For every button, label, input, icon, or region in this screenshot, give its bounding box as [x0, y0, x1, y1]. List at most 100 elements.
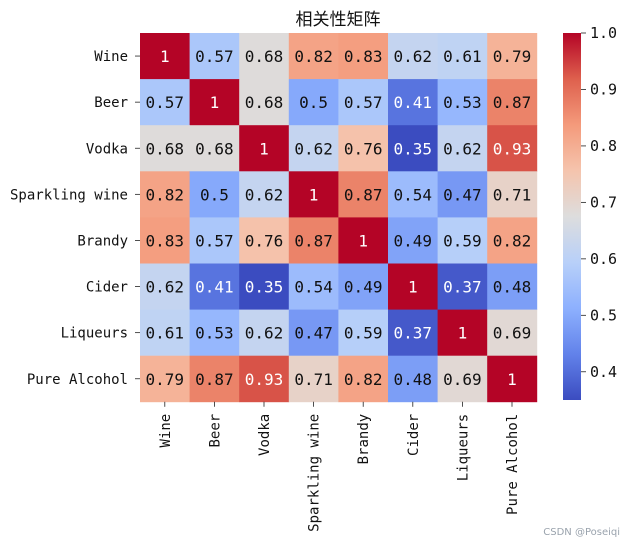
cell-value-label-2-7: 0.93: [493, 139, 532, 158]
heatmap-cell-3-3: [288, 171, 339, 218]
heatmap-cell-3-7: [487, 171, 538, 218]
heatmap-cell-7-0: [140, 355, 190, 403]
column-label: Cider: [406, 414, 422, 456]
cell-value-label-7-4: 0.82: [344, 370, 383, 389]
cell-value-label-4-6: 0.59: [443, 231, 482, 250]
cell-value-label-1-5: 0.41: [394, 93, 433, 112]
cell-value-label-2-4: 0.76: [344, 139, 383, 158]
heatmap-cell-7-4: [338, 355, 389, 403]
cell-value-label-0-3: 0.82: [294, 47, 333, 66]
column-labels: Wine Beer Vodka Sparkling wine Brandy Cider Li…: [158, 401, 521, 532]
cell-value-label-3-3: 1: [309, 185, 319, 204]
cell-value-label-7-2: 0.93: [245, 370, 284, 389]
colorbar-tick-label: 0.4: [590, 363, 617, 381]
cell-value-label-0-1: 0.57: [195, 47, 234, 66]
heatmap-cell-3-5: [388, 171, 438, 218]
colorbar-tick-label: 1.0: [590, 24, 617, 42]
row-label: Cider: [86, 280, 128, 296]
heatmap-cell-5-3: [288, 263, 339, 310]
row-label: Vodka: [86, 141, 128, 157]
heatmap-cell-3-0: [140, 171, 190, 218]
colorbar-gradient: [563, 33, 581, 400]
heatmap-cell-4-1: [189, 217, 240, 264]
cell-value-label-6-6: 1: [458, 324, 468, 343]
heatmap-cell-1-4: [338, 79, 389, 126]
cell-value-label-2-2: 1: [259, 139, 269, 158]
cell-value-label-0-4: 0.83: [344, 47, 383, 66]
heatmap-cell-2-2: [239, 125, 290, 172]
cell-value-label-5-2: 0.35: [245, 278, 284, 297]
heatmap-cell-4-7: [487, 217, 538, 264]
heatmap-cell-1-7: [487, 79, 538, 126]
cell-value-label-3-4: 0.87: [344, 185, 383, 204]
cell-value-label-1-0: 0.57: [146, 93, 185, 112]
heatmap-cell-7-7: [487, 355, 538, 403]
cell-value-label-4-3: 0.87: [294, 231, 333, 250]
column-label: Pure Alcohol: [505, 414, 521, 515]
cell-value-label-3-6: 0.47: [443, 185, 482, 204]
heatmap-cell-5-5: [388, 263, 438, 310]
cell-value-label-1-7: 0.87: [493, 93, 532, 112]
cell-value-label-2-3: 0.62: [294, 139, 333, 158]
row-labels: Wine Beer Vodka Sparkling wine Brandy Cider Li…: [10, 49, 140, 388]
heatmap-cell-4-0: [140, 217, 190, 264]
heatmap-cell-2-5: [388, 125, 438, 172]
cell-value-label-6-0: 0.61: [146, 324, 185, 343]
cell-value-label-5-1: 0.41: [195, 278, 234, 297]
heatmap-cell-1-0: [140, 79, 190, 126]
heatmap-cell-0-4: [338, 33, 389, 80]
heatmap-cell-0-2: [239, 33, 290, 80]
heatmap-cell-2-4: [338, 125, 389, 172]
cell-value-label-3-2: 0.62: [245, 185, 284, 204]
cell-value-label-5-7: 0.48: [493, 278, 532, 297]
heatmap-cell-1-6: [437, 79, 488, 126]
cell-value-label-7-3: 0.71: [294, 370, 333, 389]
watermark-text: CSDN @Poseiqi: [543, 527, 620, 538]
heatmap-cell-6-3: [288, 309, 339, 357]
cell-value-label-6-1: 0.53: [195, 324, 234, 343]
cell-value-label-1-1: 1: [210, 93, 220, 112]
cell-value-label-0-0: 1: [160, 47, 170, 66]
row-label: Brandy: [77, 233, 128, 249]
cell-value-label-7-7: 1: [507, 370, 517, 389]
heatmap-cells: 1 0.57 0.68 0.82 0.83 0.62 0.61 0.79 0.57 1 0.68 0.…: [140, 33, 538, 403]
colorbar-tick-label: 0.9: [590, 80, 617, 98]
cell-value-label-0-2: 0.68: [245, 47, 284, 66]
heatmap-cell-6-6: [437, 309, 488, 357]
heatmap-cell-5-4: [338, 263, 389, 310]
cell-value-label-6-3: 0.47: [294, 324, 333, 343]
heatmap-cell-7-2: [239, 355, 290, 403]
heatmap-cell-2-3: [288, 125, 339, 172]
column-label: Beer: [207, 414, 223, 448]
heatmap-cell-0-0: [140, 33, 190, 80]
cell-value-label-0-7: 0.79: [493, 47, 532, 66]
heatmap-cell-3-1: [189, 171, 240, 218]
heatmap-cell-2-6: [437, 125, 488, 172]
heatmap-cell-4-5: [388, 217, 438, 264]
heatmap-cell-1-1: [189, 79, 240, 126]
cell-value-label-3-1: 0.5: [200, 185, 229, 204]
cell-value-label-0-6: 0.61: [443, 47, 482, 66]
heatmap-cell-0-6: [437, 33, 488, 80]
heatmap-cell-5-2: [239, 263, 290, 310]
heatmap-cell-7-1: [189, 355, 240, 403]
cell-value-label-5-4: 0.49: [344, 278, 383, 297]
cell-value-label-7-5: 0.48: [394, 370, 433, 389]
cell-value-label-6-5: 0.37: [394, 324, 433, 343]
cell-value-label-5-3: 0.54: [294, 278, 333, 297]
heatmap-cell-5-1: [189, 263, 240, 310]
heatmap-cell-6-2: [239, 309, 290, 357]
heatmap-cell-6-5: [388, 309, 438, 357]
cell-value-label-4-2: 0.76: [245, 231, 284, 250]
heatmap-cell-6-4: [338, 309, 389, 357]
colorbar-tick-label: 0.8: [590, 137, 617, 155]
heatmap-cell-7-5: [388, 355, 438, 403]
cell-value-label-4-4: 1: [358, 231, 368, 250]
cell-value-label-2-5: 0.35: [394, 139, 433, 158]
colorbar-tick-label: 0.7: [590, 193, 617, 211]
row-label: Beer: [94, 95, 128, 111]
cell-value-label-1-3: 0.5: [299, 93, 328, 112]
cell-value-label-2-1: 0.68: [195, 139, 234, 158]
colorbar-tick-label: 0.5: [590, 306, 617, 324]
